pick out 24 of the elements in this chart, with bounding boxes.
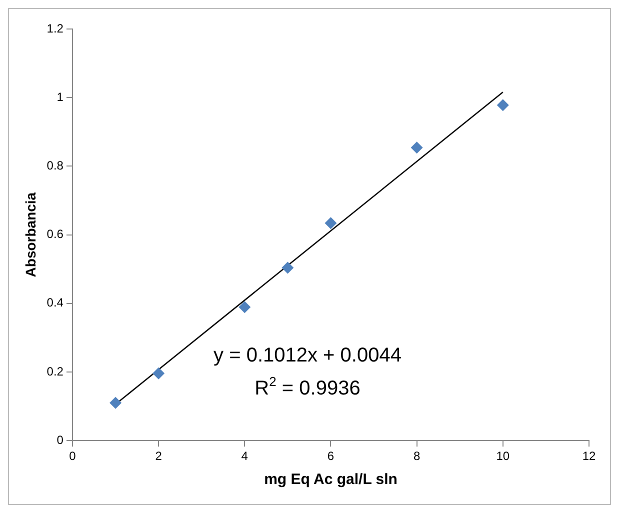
x-tick-label: 4: [241, 449, 248, 464]
point: [496, 99, 509, 112]
y-tick-label: 1.2: [46, 21, 64, 36]
x-tick-label: 2: [155, 449, 162, 464]
x-tick-label: 0: [69, 449, 76, 464]
x-tick-label: 6: [327, 449, 334, 464]
y-tick-label: 0: [56, 432, 64, 447]
point: [110, 396, 122, 409]
y-tick-label: 1: [56, 90, 64, 104]
x-tick-label: 8: [413, 449, 420, 464]
point: [282, 262, 294, 274]
y-tick-label: 0.8: [46, 158, 64, 173]
y-tick-label: 0.6: [46, 227, 64, 242]
point: [324, 217, 337, 230]
y-tick-label: 0.4: [46, 296, 64, 310]
x-tick-label: 10: [496, 449, 510, 464]
y-axis-title: Absorbancia: [22, 192, 38, 278]
y-tick-label: 0.2: [46, 364, 64, 378]
x-axis-title: mg Eq Ac gal/L sln: [264, 471, 398, 488]
annotation: y = 0.1012x + 0.0044: [214, 344, 402, 367]
point: [152, 367, 165, 380]
x-tick-label: 12: [582, 449, 596, 464]
point: [410, 142, 423, 154]
point: [238, 301, 251, 314]
